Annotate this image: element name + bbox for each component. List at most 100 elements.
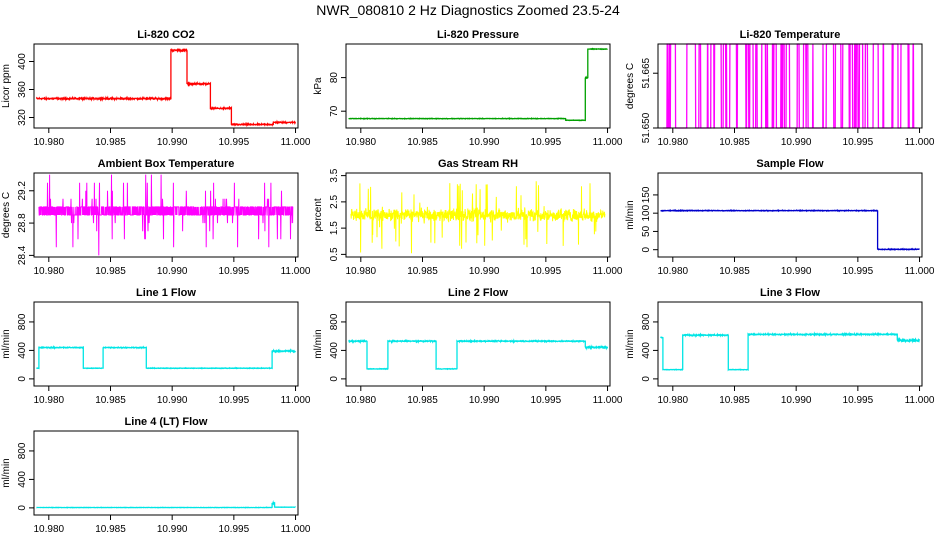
y-tick-label: 51.665 xyxy=(641,57,652,88)
panel-2: Li-820 Pressure kPa 10.980 10.985 10.990 10.9… xyxy=(313,29,623,148)
x-tick-label: 10.980 xyxy=(658,266,689,277)
panel-8: Line 2 Flow ml/min 10.980 10.985 10.990 10.99… xyxy=(313,287,623,406)
y-tick-label: 51.650 xyxy=(641,112,652,143)
y-tick-label: 400 xyxy=(641,342,652,359)
x-tick-label: 10.985 xyxy=(719,395,750,406)
panel-9: Line 3 Flow ml/min 10.980 10.985 10.990 10.99… xyxy=(625,287,935,406)
x-tick-label: 10.980 xyxy=(346,266,377,277)
x-tick-label: 11.000 xyxy=(905,395,935,406)
x-tick-label: 10.985 xyxy=(95,266,126,277)
x-tick-label: 10.990 xyxy=(781,395,812,406)
y-tick-label: 28.8 xyxy=(17,213,28,233)
y-tick-label: 400 xyxy=(17,471,28,488)
plot-frame xyxy=(657,172,923,258)
x-tick-label: 10.995 xyxy=(219,395,250,406)
y-tick-label: 50 xyxy=(641,225,652,237)
x-tick-label: 10.990 xyxy=(469,266,500,277)
panel-title: Gas Stream RH xyxy=(438,158,518,170)
y-axis-label: degrees C xyxy=(1,192,12,238)
y-axis-label: percent xyxy=(313,198,324,232)
x-tick-label: 10.990 xyxy=(157,266,188,277)
y-tick-label: 0 xyxy=(17,376,28,382)
plot-frame xyxy=(33,172,299,258)
y-tick-label: 400 xyxy=(17,53,28,70)
panel-title: Line 2 Flow xyxy=(448,287,508,299)
series-line xyxy=(38,174,294,256)
y-tick-label: 360 xyxy=(17,81,28,98)
x-tick-label: 10.995 xyxy=(843,395,874,406)
x-tick-label: 10.985 xyxy=(95,524,126,535)
x-tick-label: 11.000 xyxy=(281,524,311,535)
y-tick-label: 400 xyxy=(329,342,340,359)
panel-6: Sample Flow ml/min 10.980 10.985 10.990 10.99… xyxy=(625,158,935,277)
x-tick-label: 11.000 xyxy=(593,266,623,277)
x-tick-label: 10.990 xyxy=(157,137,188,148)
y-axis-label: ml/min xyxy=(625,200,636,229)
series-line xyxy=(660,208,920,251)
x-tick-label: 10.980 xyxy=(346,137,377,148)
x-tick-label: 10.995 xyxy=(531,137,562,148)
x-tick-label: 11.000 xyxy=(281,395,311,406)
x-tick-label: 11.000 xyxy=(593,395,623,406)
panel-3: Li-820 Temperature degrees C 10.980 10.985 1… xyxy=(625,29,935,148)
x-tick-label: 10.980 xyxy=(658,395,689,406)
plot-frame xyxy=(345,301,611,387)
x-tick-label: 11.000 xyxy=(905,137,935,148)
y-axis-label: ml/min xyxy=(1,458,12,487)
y-axis-label: ml/min xyxy=(625,329,636,358)
y-tick-label: 800 xyxy=(17,442,28,459)
plot-frame xyxy=(657,43,923,129)
y-tick-label: 400 xyxy=(17,342,28,359)
y-axis-label: ml/min xyxy=(1,329,12,358)
x-tick-label: 10.990 xyxy=(781,137,812,148)
y-tick-label: 29.2 xyxy=(17,181,28,201)
y-tick-label: 800 xyxy=(641,313,652,330)
panel-title: Line 1 Flow xyxy=(136,287,196,299)
x-tick-label: 10.980 xyxy=(34,266,65,277)
y-axis-label: kPa xyxy=(313,77,324,95)
x-tick-label: 11.000 xyxy=(905,266,935,277)
x-tick-label: 10.980 xyxy=(658,137,689,148)
x-tick-label: 10.980 xyxy=(346,395,377,406)
y-tick-label: 800 xyxy=(17,313,28,330)
x-tick-label: 10.995 xyxy=(843,266,874,277)
y-tick-label: 0.5 xyxy=(329,247,340,261)
y-tick-label: 2.5 xyxy=(329,194,340,208)
plot-frame xyxy=(33,301,299,387)
x-tick-label: 10.985 xyxy=(719,137,750,148)
y-tick-label: 70 xyxy=(329,105,340,117)
panel-4: Ambient Box Temperature degrees C 10.980 10… xyxy=(1,158,311,277)
x-tick-label: 10.985 xyxy=(407,395,438,406)
y-tick-label: 0 xyxy=(641,376,652,382)
series-line xyxy=(662,43,918,129)
y-tick-label: 3.5 xyxy=(329,168,340,182)
x-tick-label: 11.000 xyxy=(593,137,623,148)
plot-frame xyxy=(345,43,611,129)
y-tick-label: 150 xyxy=(641,186,652,203)
x-tick-label: 10.995 xyxy=(531,266,562,277)
x-tick-label: 10.985 xyxy=(407,266,438,277)
x-tick-label: 11.000 xyxy=(281,266,311,277)
plot-frame xyxy=(33,430,299,516)
y-tick-label: 100 xyxy=(641,204,652,221)
x-tick-label: 10.980 xyxy=(34,395,65,406)
panel-10: Line 4 (LT) Flow ml/min 10.980 10.985 10.990… xyxy=(1,416,311,535)
plot-frame xyxy=(33,43,299,129)
panel-title: Line 4 (LT) Flow xyxy=(125,416,208,428)
y-tick-label: 0 xyxy=(329,376,340,382)
x-tick-label: 10.995 xyxy=(531,395,562,406)
y-tick-label: 0 xyxy=(17,505,28,511)
series-line xyxy=(348,47,608,122)
x-tick-label: 10.990 xyxy=(781,266,812,277)
panel-title: Li-820 Pressure xyxy=(437,29,519,41)
x-tick-label: 11.000 xyxy=(281,137,311,148)
panel-title: Ambient Box Temperature xyxy=(98,158,235,170)
y-tick-label: 28.4 xyxy=(17,245,28,265)
x-tick-label: 10.985 xyxy=(95,395,126,406)
y-tick-label: 320 xyxy=(17,109,28,126)
panel-7: Line 1 Flow ml/min 10.980 10.985 10.990 10.99… xyxy=(1,287,311,406)
panel-title: Sample Flow xyxy=(756,158,824,170)
series-line xyxy=(35,47,297,128)
x-tick-label: 10.990 xyxy=(157,395,188,406)
y-axis-label: ml/min xyxy=(313,329,324,358)
